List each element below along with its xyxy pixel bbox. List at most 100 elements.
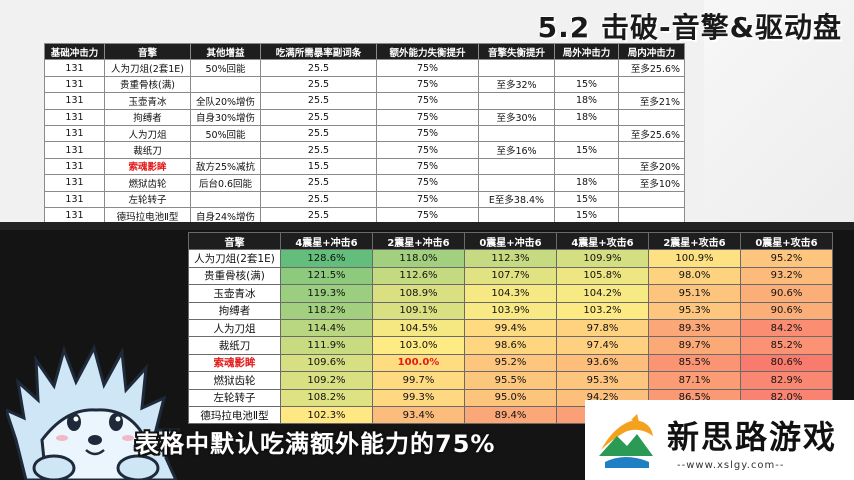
top-table-cell: 50%回能 <box>190 124 261 143</box>
top-table-cell: 人为刀俎 <box>104 124 191 143</box>
top-table-cell: 拘缚者 <box>104 108 191 126</box>
top-table-cell: 25.5 <box>260 174 377 192</box>
heatmap-cell: 112.6% <box>372 266 465 286</box>
heatmap-column-header: 2震星+攻击6 <box>648 231 741 251</box>
top-table-cell: 25.5 <box>260 190 377 208</box>
mascot-paws <box>32 454 160 480</box>
top-table-header-cell: 吃满所需暴率副词条 <box>260 42 377 61</box>
top-table-cell: 德玛拉电池Ⅱ型 <box>104 206 191 225</box>
top-table-cell: 131 <box>44 59 105 77</box>
top-table-cell: 燃狱齿轮 <box>104 174 191 192</box>
heatmap-cell: 118.2% <box>280 301 373 320</box>
top-table-cell: 75% <box>376 108 479 126</box>
top-table-cell: 131 <box>44 190 105 208</box>
heatmap-cell: 109.6% <box>280 353 373 373</box>
heatmap-row-label: 人为刀俎 <box>188 318 281 338</box>
top-table-row: 131 玉壶青冰 全队20%增伤 25.5 75% 18% 至多21% <box>44 92 685 110</box>
heatmap-cell: 95.3% <box>648 301 741 320</box>
top-table-cell: 至多16% <box>478 141 555 159</box>
top-table: 基础冲击力 音擎 其他增益 吃满所需暴率副词条 额外能力失衡提升 音擎失衡提升 局外冲击力局… <box>44 42 685 225</box>
heatmap-row-label: 裁纸刀 <box>188 336 281 355</box>
top-table-cell <box>190 75 261 94</box>
heatmap-row: 燃狱齿轮 109.2% 99.7% 95.5% 95.3% 87.1% 82.9% <box>188 371 833 390</box>
heatmap-cell: 89.7% <box>648 336 741 355</box>
top-table-cell: 25.5 <box>260 59 377 77</box>
top-table-body: 131 人为刀俎(2套1E) 50%回能 25.5 75% 至多25.6% 131 贵重骨核(… <box>44 59 685 225</box>
slide-title: 5.2 击破-音擎&驱动盘 <box>537 11 842 44</box>
top-table-cell: 自身30%增伤 <box>190 108 261 126</box>
heatmap-cell: 98.6% <box>464 336 557 355</box>
heatmap-cell: 95.2% <box>464 353 557 373</box>
heatmap-column-header: 4震星+攻击6 <box>556 231 649 251</box>
heatmap-cell: 104.5% <box>372 318 465 338</box>
top-table-row: 131 索魂影眸 敌方25%减抗 15.5 75% 至多20% <box>44 157 685 176</box>
heatmap-cell: 109.2% <box>280 371 373 390</box>
heatmap-row-header: 音擎 <box>188 231 281 251</box>
top-table-row: 131 裁纸刀 25.5 75% 至多16% 15% <box>44 141 685 159</box>
heatmap-cell: 85.2% <box>740 336 833 355</box>
top-table-row: 131 人为刀俎 50%回能 25.5 75% 至多25.6% <box>44 124 685 143</box>
heatmap-cell: 107.7% <box>464 266 557 286</box>
logo-name: 新思路游戏 <box>667 418 838 456</box>
top-table-cell <box>618 206 685 225</box>
top-table-cell: 75% <box>376 141 479 159</box>
top-table-cell <box>478 174 555 192</box>
heatmap-row: 贵重骨核(满) 121.5% 112.6% 107.7% 105.8% 98.0% 93.2… <box>188 266 833 286</box>
top-table-cell: 至多21% <box>618 92 685 110</box>
top-table-cell: 敌方25%减抗 <box>190 157 261 176</box>
top-table-cell <box>618 190 685 208</box>
top-table-cell: 131 <box>44 75 105 94</box>
heatmap-cell: 118.0% <box>372 249 465 268</box>
top-table-cell <box>554 157 619 176</box>
heatmap-cell: 102.3% <box>280 405 373 425</box>
heatmap-row: 裁纸刀 111.9% 103.0% 98.6% 97.4% 89.7% 85.2% <box>188 336 833 355</box>
top-table-cell: 至多32% <box>478 75 555 94</box>
top-table-row: 131 人为刀俎(2套1E) 50%回能 25.5 75% 至多25.6% <box>44 59 685 77</box>
top-table-cell: 15% <box>554 75 619 94</box>
heatmap-cell: 85.5% <box>648 353 741 373</box>
top-table-cell: 18% <box>554 92 619 110</box>
top-table-cell: 75% <box>376 75 479 94</box>
heatmap-cell: 103.0% <box>372 336 465 355</box>
top-table-header-cell: 音擎失衡提升 <box>478 42 555 61</box>
heatmap-row: 人为刀俎 114.4% 104.5% 99.4% 97.8% 89.3% 84.2% <box>188 318 833 338</box>
top-table-cell: 玉壶青冰 <box>104 92 191 110</box>
heatmap-cell: 103.2% <box>556 301 649 320</box>
top-table-cell <box>554 59 619 77</box>
top-table-cell: 75% <box>376 124 479 143</box>
top-table-cell: 裁纸刀 <box>104 141 191 159</box>
heatmap-cell: 108.9% <box>372 284 465 303</box>
top-table-cell <box>478 157 555 176</box>
heatmap-cell: 99.4% <box>464 318 557 338</box>
top-table-cell: 75% <box>376 92 479 110</box>
heatmap-row-label: 贵重骨核(满) <box>188 266 281 286</box>
heatmap-cell: 95.5% <box>464 371 557 390</box>
watermark-logo: 新思路游戏 --www.xslgy.com-- <box>585 400 854 480</box>
heatmap-table: 音擎 4震星+冲击6 2震星+冲击6 0震星+冲击6 4震星+攻击6 2震星+攻击6 0震星… <box>188 231 833 425</box>
top-table-header-cell: 音擎 <box>104 42 191 61</box>
heatmap-cell: 95.3% <box>556 371 649 390</box>
heatmap-row-label: 玉壶青冰 <box>188 284 281 303</box>
heatmap-row: 人为刀俎(2套1E) 128.6% 118.0% 112.3% 109.9% 100.9%… <box>188 249 833 268</box>
heatmap-row: 索魂影眸 109.6% 100.0% 95.2% 93.6% 85.5% 80.6% <box>188 353 833 373</box>
top-table-cell: 15% <box>554 141 619 159</box>
heatmap-row-label: 德玛拉电池Ⅱ型 <box>188 405 281 425</box>
top-table-cell: 75% <box>376 59 479 77</box>
mountain-logo-icon <box>596 411 656 471</box>
heatmap-row-label: 燃狱齿轮 <box>188 371 281 390</box>
heatmap-cell: 95.1% <box>648 284 741 303</box>
heatmap-cell: 87.1% <box>648 371 741 390</box>
top-table-row: 131 燃狱齿轮 后台0.6回能 25.5 75% 18% 至多10% <box>44 174 685 192</box>
heatmap-row-label: 索魂影眸 <box>188 353 281 373</box>
heatmap-cell: 119.3% <box>280 284 373 303</box>
heatmap-cell: 97.8% <box>556 318 649 338</box>
top-table-cell <box>478 92 555 110</box>
heatmap-cell: 114.4% <box>280 318 373 338</box>
top-table-cell: 25.5 <box>260 75 377 94</box>
top-table-cell <box>554 124 619 143</box>
heatmap-cell: 128.6% <box>280 249 373 268</box>
heatmap-cell: 90.6% <box>740 301 833 320</box>
top-table-cell <box>618 108 685 126</box>
heatmap-cell: 108.2% <box>280 388 373 407</box>
top-table-cell <box>190 141 261 159</box>
